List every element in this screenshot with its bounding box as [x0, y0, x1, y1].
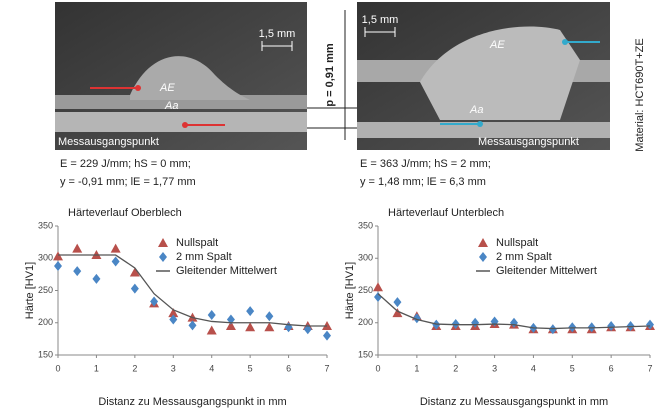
area-label: Aa: [469, 104, 483, 116]
legend-swatch: [479, 252, 487, 262]
point: [129, 267, 140, 277]
point: [323, 330, 331, 341]
point-label: Messausgangspunkt: [58, 136, 159, 148]
y-tick-label: 300: [358, 253, 373, 263]
point: [393, 297, 402, 308]
point: [110, 243, 121, 253]
chart-title: Härteverlauf Unterblech: [388, 207, 504, 219]
micrograph-right: 1,5 mm AE Aa Messausgangspunkt: [357, 2, 610, 150]
y-tick-label: 200: [38, 317, 53, 327]
point: [303, 324, 312, 335]
point: [168, 308, 179, 318]
point: [73, 266, 82, 277]
micrograph-left: 1,5 mm AE Aa Messausgangspunkt: [55, 2, 307, 150]
legend-swatch: [159, 252, 167, 262]
y-axis-label: Härte [HV1]: [344, 262, 356, 319]
legend-label: Gleitender Mittelwert: [176, 265, 277, 277]
x-tick-label: 1: [94, 363, 99, 373]
scale-label: 1,5 mm: [259, 28, 296, 40]
legend-label: Nullspalt: [496, 237, 538, 249]
scale-label: 1,5 mm: [362, 14, 399, 26]
point: [111, 256, 120, 267]
legend-label: Gleitender Mittelwert: [496, 265, 597, 277]
legend-label: 2 mm Spalt: [176, 251, 232, 263]
y-axis-label: Härte [HV1]: [24, 262, 36, 319]
legend-swatch: [478, 238, 488, 247]
mean-line: [58, 254, 327, 327]
point: [373, 282, 383, 292]
x-tick-label: 7: [647, 363, 652, 373]
x-tick-label: 5: [570, 363, 575, 373]
x-tick-label: 5: [248, 363, 253, 373]
point: [392, 308, 403, 318]
point: [53, 251, 63, 261]
gap-label: p = 0,91 mm: [324, 43, 336, 107]
x-tick-label: 3: [492, 363, 497, 373]
point: [246, 306, 255, 317]
point: [646, 319, 654, 330]
x-tick-label: 0: [375, 363, 380, 373]
material-label: Material: HCT690T+ZE: [634, 38, 646, 151]
x-tick-label: 1: [414, 363, 419, 373]
legend-label: Nullspalt: [176, 237, 218, 249]
point: [265, 311, 274, 322]
point: [207, 310, 216, 321]
x-tick-label: 6: [286, 363, 291, 373]
area-label: AE: [159, 82, 175, 94]
x-axis-label: Distanz zu Messausgangspunkt in mm: [420, 396, 608, 408]
y-tick-label: 350: [38, 220, 53, 230]
point: [130, 283, 139, 294]
point: [374, 291, 382, 302]
y-tick-label: 150: [358, 349, 373, 359]
x-tick-label: 2: [453, 363, 458, 373]
point: [188, 320, 197, 331]
caption: y = -0,91 mm; lE = 1,77 mm: [60, 176, 196, 188]
chart-title: Härteverlauf Oberblech: [68, 207, 182, 219]
x-tick-label: 2: [132, 363, 137, 373]
point: [225, 320, 236, 330]
mean-line: [377, 293, 651, 330]
y-tick-label: 300: [38, 253, 53, 263]
x-tick-label: 6: [609, 363, 614, 373]
y-tick-label: 350: [358, 220, 373, 230]
legend-label: 2 mm Spalt: [496, 251, 552, 263]
point: [412, 313, 421, 324]
caption: E = 363 J/mm; hS = 2 mm;: [360, 158, 491, 170]
caption: y = 1,48 mm; lE = 6,3 mm: [360, 176, 486, 188]
legend-swatch: [158, 238, 168, 247]
x-tick-label: 4: [531, 363, 536, 373]
area-label: Aa: [164, 100, 178, 112]
caption: E = 229 J/mm; hS = 0 mm;: [60, 158, 191, 170]
y-tick-label: 250: [38, 285, 53, 295]
y-tick-label: 200: [358, 317, 373, 327]
point: [54, 260, 62, 271]
point: [92, 273, 101, 284]
point: [607, 320, 616, 331]
point: [245, 322, 256, 332]
point: [150, 296, 159, 307]
point-label: Messausgangspunkt: [478, 136, 579, 148]
point: [264, 322, 275, 332]
point: [206, 325, 217, 335]
x-tick-label: 3: [171, 363, 176, 373]
x-tick-label: 4: [209, 363, 214, 373]
point: [72, 243, 83, 253]
y-tick-label: 150: [38, 349, 53, 359]
x-tick-label: 0: [55, 363, 60, 373]
x-tick-label: 7: [324, 363, 329, 373]
area-label: AE: [489, 39, 505, 51]
x-axis-label: Distanz zu Messausgangspunkt in mm: [98, 396, 286, 408]
point: [169, 314, 178, 325]
y-tick-label: 250: [358, 285, 373, 295]
